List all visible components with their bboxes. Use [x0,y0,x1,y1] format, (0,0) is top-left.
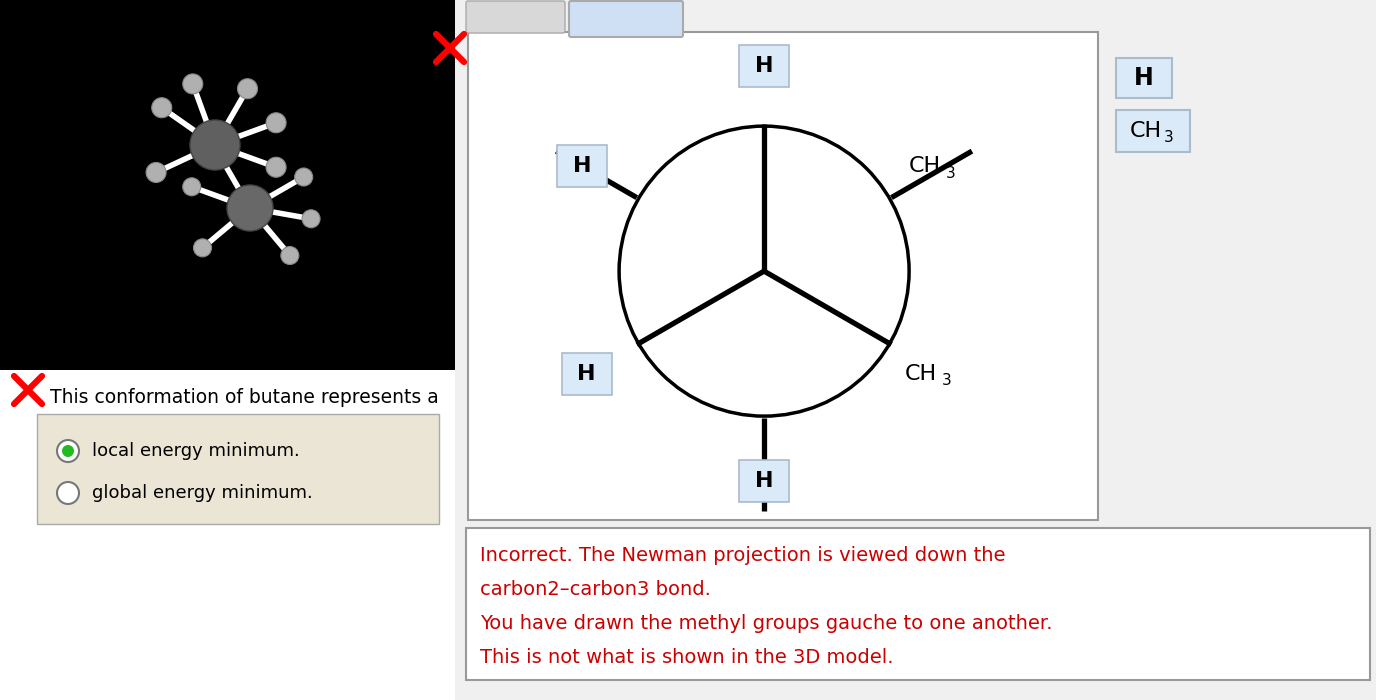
Circle shape [238,78,257,99]
Text: carbon2–carbon3 bond.: carbon2–carbon3 bond. [480,580,711,599]
Text: 3: 3 [941,373,951,388]
FancyBboxPatch shape [0,367,455,368]
FancyBboxPatch shape [0,346,455,347]
FancyBboxPatch shape [0,340,455,341]
FancyBboxPatch shape [561,353,611,395]
Text: eclipsed: eclipsed [484,10,545,25]
Text: H: H [572,156,592,176]
FancyBboxPatch shape [0,350,455,351]
FancyBboxPatch shape [0,348,455,349]
FancyBboxPatch shape [0,365,455,366]
FancyBboxPatch shape [0,360,455,361]
Text: 3: 3 [1164,130,1174,144]
FancyBboxPatch shape [0,368,455,369]
FancyBboxPatch shape [739,45,788,87]
FancyBboxPatch shape [0,349,455,350]
Circle shape [227,185,272,231]
FancyBboxPatch shape [0,345,455,346]
FancyBboxPatch shape [0,332,455,333]
FancyBboxPatch shape [0,363,455,364]
Circle shape [62,445,74,457]
FancyBboxPatch shape [0,361,455,362]
FancyBboxPatch shape [0,341,455,342]
FancyBboxPatch shape [1116,58,1172,98]
FancyBboxPatch shape [0,347,455,348]
Circle shape [266,158,286,177]
FancyBboxPatch shape [1116,110,1190,152]
FancyBboxPatch shape [0,337,455,338]
Circle shape [211,146,228,163]
Text: CH: CH [1130,121,1163,141]
Text: H: H [755,56,773,76]
FancyBboxPatch shape [0,338,455,339]
FancyBboxPatch shape [0,355,455,356]
Circle shape [56,482,78,504]
Text: You have drawn the methyl groups gauche to one another.: You have drawn the methyl groups gauche … [480,614,1053,633]
Circle shape [294,168,312,186]
FancyBboxPatch shape [466,528,1370,680]
FancyBboxPatch shape [739,460,788,502]
FancyBboxPatch shape [570,1,682,37]
FancyBboxPatch shape [0,343,455,344]
FancyBboxPatch shape [0,359,455,360]
Text: 3: 3 [945,166,956,181]
FancyBboxPatch shape [0,352,455,353]
FancyBboxPatch shape [0,336,455,337]
Text: CH: CH [904,363,937,384]
FancyBboxPatch shape [0,0,455,370]
FancyBboxPatch shape [0,364,455,365]
FancyBboxPatch shape [0,358,455,359]
Text: H: H [578,363,596,384]
FancyBboxPatch shape [0,362,455,363]
FancyBboxPatch shape [0,353,455,354]
FancyBboxPatch shape [0,339,455,340]
FancyBboxPatch shape [468,32,1098,520]
Circle shape [151,98,172,118]
FancyBboxPatch shape [37,414,439,524]
Text: Incorrect. The Newman projection is viewed down the: Incorrect. The Newman projection is view… [480,546,1006,565]
Circle shape [619,126,910,416]
FancyBboxPatch shape [0,351,455,352]
FancyBboxPatch shape [557,145,607,187]
Text: local energy minimum.: local energy minimum. [92,442,300,460]
Circle shape [194,239,212,257]
Text: H: H [1134,66,1154,90]
Circle shape [190,120,239,170]
FancyBboxPatch shape [0,333,455,334]
FancyBboxPatch shape [0,370,455,700]
Text: This is not what is shown in the 3D model.: This is not what is shown in the 3D mode… [480,648,893,667]
Circle shape [56,440,78,462]
FancyBboxPatch shape [0,335,455,336]
FancyBboxPatch shape [0,354,455,355]
FancyBboxPatch shape [462,0,1376,700]
FancyBboxPatch shape [466,1,566,33]
FancyBboxPatch shape [0,366,455,367]
FancyBboxPatch shape [0,334,455,335]
Circle shape [146,162,166,183]
FancyBboxPatch shape [0,330,455,331]
Text: H: H [755,471,773,491]
Circle shape [183,74,202,94]
FancyBboxPatch shape [0,356,455,357]
Text: global energy minimum.: global energy minimum. [92,484,312,502]
Circle shape [183,178,201,196]
FancyBboxPatch shape [0,369,455,370]
Text: CH: CH [908,156,941,176]
Text: This conformation of butane represents a: This conformation of butane represents a [50,388,439,407]
FancyBboxPatch shape [0,342,455,343]
Circle shape [303,210,321,228]
Text: staggered: staggered [582,11,670,27]
FancyBboxPatch shape [0,357,455,358]
FancyBboxPatch shape [0,331,455,332]
FancyBboxPatch shape [0,344,455,345]
Circle shape [281,246,299,265]
Circle shape [266,113,286,133]
